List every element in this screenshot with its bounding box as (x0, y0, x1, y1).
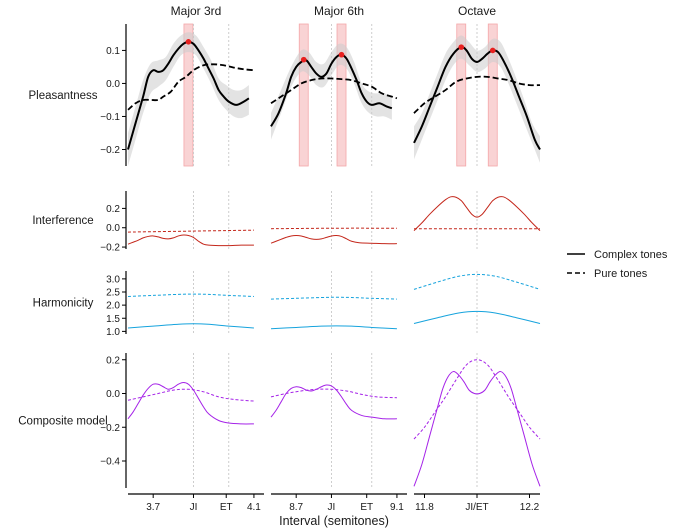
legend-label-pure: Pure tones (594, 268, 648, 280)
row-label-pleasantness: Pleasantness (28, 90, 97, 102)
harmonicity-pure-line-octave (413, 273, 541, 290)
x-tick-label: 9.1 (390, 502, 404, 513)
y-tick-label: 0.1 (106, 46, 120, 57)
composite-pure-line-major-3rd (127, 388, 254, 402)
row-label-harmonicity: Harmonicity (33, 298, 94, 310)
y-tick-label: 0.0 (106, 79, 120, 90)
peak-band (183, 23, 194, 167)
x-tick-label: 12.2 (520, 502, 540, 513)
pleasantness-pure-line-major-3rd (127, 63, 255, 111)
y-tick-label: −0.1 (100, 112, 120, 123)
peak-point (458, 44, 465, 50)
pleasantness-pure-line-major-6th (270, 77, 398, 105)
interference-complex-line-major-6th (270, 234, 397, 245)
y-tick-label: 2.5 (106, 288, 120, 299)
series-lines-layer (127, 40, 541, 487)
harmonicity-complex-line-major-6th (270, 325, 397, 330)
column-title-octave: Octave (458, 4, 496, 18)
peak-band (298, 23, 309, 167)
axes-layer (122, 24, 540, 498)
y-tick-label: −0.4 (100, 457, 120, 468)
peak-points-layer (185, 39, 496, 63)
x-tick-label: ET (220, 502, 233, 513)
legend-label-complex: Complex tones (594, 249, 668, 261)
interference-pure-line-major-3rd (127, 229, 254, 233)
labels-layer: Major 3rd Major 6th Octave Pleasantness Inte… (18, 4, 539, 513)
y-tick-label: 0.0 (106, 389, 120, 400)
y-tick-label: −0.2 (100, 423, 120, 434)
harmonicity-pure-line-major-3rd (127, 293, 254, 297)
y-tick-label: 1.0 (106, 327, 120, 338)
y-tick-label: −0.2 (100, 243, 120, 254)
x-tick-label: 11.8 (415, 502, 434, 513)
composite-pure-line-major-6th (270, 388, 397, 399)
composite-complex-line-major-3rd (127, 382, 254, 425)
peak-band (456, 23, 467, 167)
guide-lines-layer (193, 24, 478, 488)
peak-band (487, 23, 498, 167)
x-tick-label: JI/ET (465, 502, 488, 513)
x-tick-label: JI (328, 502, 336, 513)
x-tick-label: JI (190, 502, 198, 513)
x-tick-label: 4.1 (247, 502, 261, 513)
harmonicity-pure-line-major-6th (270, 296, 397, 300)
y-tick-label: 2.0 (106, 301, 120, 312)
peak-point (185, 39, 192, 45)
pleasantness-complex-line-octave (413, 46, 541, 150)
interference-complex-line-major-3rd (127, 234, 254, 247)
x-tick-label: ET (360, 502, 373, 513)
column-title-major-3rd: Major 3rd (171, 4, 222, 18)
pleasantness-pure-line-octave (413, 75, 541, 114)
y-tick-label: 0.2 (106, 355, 120, 366)
peak-point (338, 51, 345, 58)
peak-bands-layer (183, 23, 498, 167)
harmonicity-complex-line-major-3rd (127, 323, 254, 329)
y-tick-label: 1.5 (106, 314, 120, 325)
confidence-ribbon-major-6th (271, 43, 392, 140)
y-tick-label: 0.0 (106, 223, 120, 234)
peak-point (300, 56, 307, 63)
row-label-interference: Interference (32, 215, 93, 227)
x-tick-label: 8.7 (289, 502, 303, 513)
y-tick-label: 0.2 (106, 204, 120, 215)
x-tick-label: 3.7 (146, 502, 160, 513)
legend: Complex tones Pure tones (567, 249, 668, 280)
row-label-composite: Composite model (18, 416, 107, 428)
x-axis-title: Interval (semitones) (279, 514, 389, 528)
confidence-ribbon-major-3rd (128, 32, 249, 167)
composite-complex-line-octave (413, 371, 541, 487)
pleasantness-complex-line-major-6th (270, 53, 393, 127)
interference-pure-line-major-6th (270, 227, 397, 230)
peak-band (336, 23, 347, 167)
harmonicity-complex-line-octave (413, 310, 541, 324)
composite-pure-line-octave (413, 359, 541, 440)
y-tick-label: −0.2 (100, 145, 120, 156)
y-tick-label: 3.0 (106, 274, 120, 285)
column-title-major-6th: Major 6th (314, 4, 364, 18)
composite-complex-line-major-6th (270, 384, 397, 420)
peak-point (489, 47, 496, 54)
interference-complex-line-octave (413, 196, 541, 231)
